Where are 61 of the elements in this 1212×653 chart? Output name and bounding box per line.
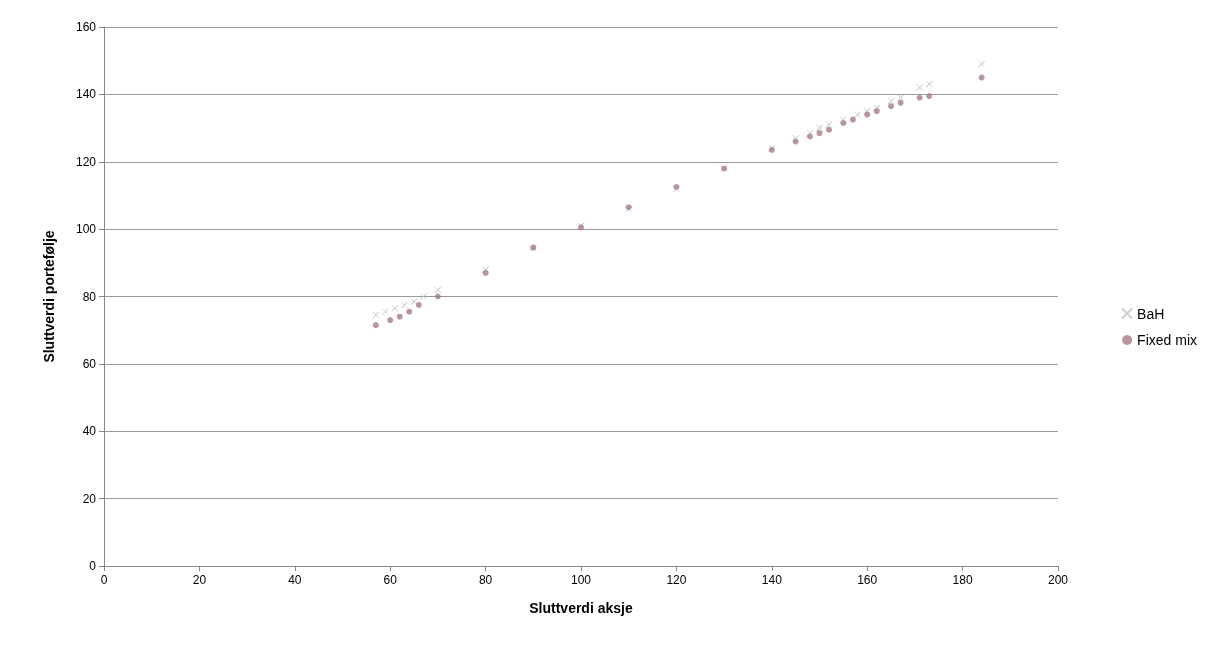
point: [864, 111, 871, 118]
x-axis-title: Sluttverdi aksje: [529, 600, 633, 616]
point: [410, 298, 418, 306]
point: [840, 120, 847, 127]
y-tick-label: 100: [75, 222, 97, 237]
point: [415, 301, 422, 308]
point: [406, 308, 413, 315]
x-tick-label: 140: [761, 573, 783, 587]
x-tick-label: 60: [383, 573, 398, 587]
x-tick-label: 160: [857, 573, 878, 587]
y-axis-title: Sluttverdi portefølje: [41, 230, 57, 363]
point: [372, 311, 380, 319]
y-tick-label: 160: [75, 20, 97, 34]
point: [792, 138, 799, 145]
point: [401, 301, 409, 309]
point: [372, 322, 379, 329]
legend-label: Fixed mix: [1137, 332, 1198, 348]
point: [381, 308, 389, 316]
point: [792, 134, 800, 142]
point: [887, 97, 895, 105]
y-tick-label: 20: [82, 491, 97, 506]
point: [916, 94, 923, 101]
point: [420, 293, 428, 300]
point: [897, 94, 905, 102]
legend-label: BaH: [1137, 305, 1165, 322]
point: [816, 130, 823, 137]
point: [387, 317, 394, 324]
point: [806, 133, 813, 140]
point: [854, 111, 862, 119]
point: [873, 104, 881, 112]
y-tick-label: 140: [75, 87, 97, 102]
y-tick-label: 40: [82, 424, 97, 439]
point: [925, 80, 933, 88]
x-tick-label: 0: [100, 573, 108, 587]
y-tick-label: 0: [89, 559, 97, 573]
x-tick-label: 80: [478, 573, 493, 587]
x-tick-label: 180: [952, 573, 973, 587]
x-tick-label: 20: [192, 573, 207, 587]
x-tick-label: 200: [1047, 573, 1069, 587]
x-tick-label: 40: [288, 573, 302, 587]
point: [926, 93, 933, 100]
point: [391, 304, 399, 312]
y-tick-label: 120: [75, 154, 97, 169]
point: [897, 99, 904, 106]
y-tick-label: 80: [82, 289, 97, 304]
point: [888, 103, 895, 110]
x-tick-label: 120: [666, 573, 687, 587]
point: [396, 313, 403, 320]
point: [849, 116, 856, 123]
point: [916, 84, 924, 92]
point: [825, 121, 833, 129]
point: [434, 286, 442, 294]
point: [816, 124, 823, 132]
y-tick-label: 60: [82, 356, 97, 371]
point: [978, 60, 986, 68]
point: [863, 107, 871, 115]
point: [873, 108, 880, 115]
point: [806, 129, 814, 137]
point: [826, 126, 833, 133]
point: [434, 293, 441, 300]
x-tick-label: 100: [570, 573, 592, 587]
